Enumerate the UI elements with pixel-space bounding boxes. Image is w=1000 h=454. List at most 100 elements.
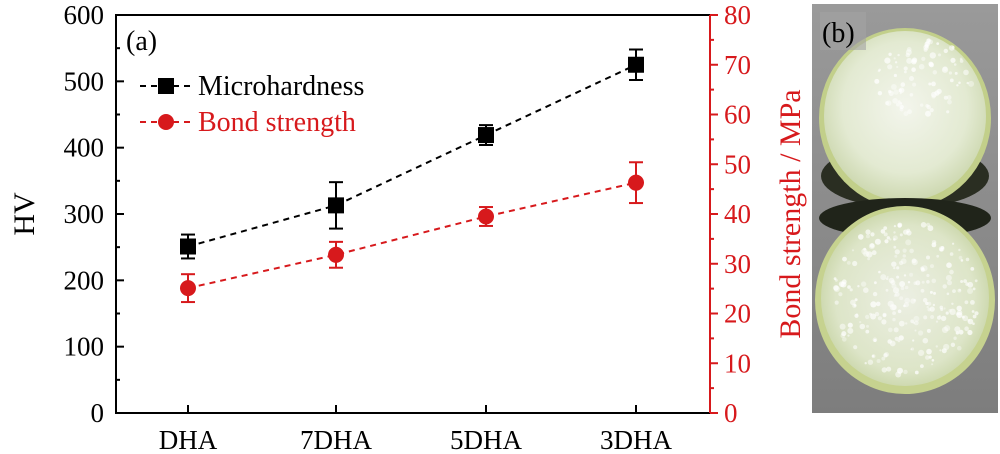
texture-dot [949,45,955,51]
texture-dot [911,259,918,266]
right-tick-label: 30 [724,249,751,279]
texture-dot [893,89,899,95]
right-tick-label: 80 [724,0,751,30]
texture-dot [943,343,950,351]
texture-dot [948,71,953,75]
right-axis-ticks: 0 10 20 30 40 50 60 70 80 [710,0,751,428]
texture-dot [931,363,934,366]
texture-dot [926,348,932,355]
texture-dot [894,336,899,341]
texture-dot [910,348,913,351]
legend-label: Microhardness [198,71,364,102]
left-tick-label: 600 [64,0,105,30]
texture-dot [890,280,896,285]
texture-dot [861,248,868,255]
texture-dot [905,322,908,325]
texture-dot [855,313,859,316]
data-point [628,56,644,73]
texture-dot [912,339,915,342]
texture-dot [878,68,881,72]
right-tick-label: 0 [724,398,738,428]
texture-dot [946,110,950,114]
texture-dot [965,257,970,262]
texture-dot [900,82,906,87]
texture-dot [914,370,919,375]
texture-dot [896,266,900,270]
texture-dot [925,104,929,108]
texture-dot [881,319,887,325]
texture-dot [869,243,875,248]
texture-dot [894,61,898,64]
texture-dot [898,260,904,266]
texture-dot [918,330,924,336]
texture-dot [892,317,896,322]
texture-dot [937,315,941,320]
texture-dot [847,334,850,337]
texture-dot [903,369,908,375]
texture-dot [899,92,902,95]
texture-dot [892,311,896,315]
texture-dot [911,67,916,72]
texture-dot [893,73,898,78]
texture-dot [926,255,930,260]
texture-dot [920,222,927,228]
texture-dot [902,254,906,258]
texture-dot [865,234,870,239]
texture-dot [940,308,944,311]
texture-dot [878,270,881,274]
texture-dot [950,57,956,63]
data-point [328,197,344,214]
texture-dot [897,309,902,314]
texture-dot [865,314,870,320]
texture-dot [850,299,856,306]
texture-dot [866,251,873,258]
texture-dot [893,231,896,234]
right-tick-label: 40 [724,199,751,229]
texture-dot [900,258,907,265]
x-tick-label: 7DHA [300,425,372,454]
texture-dot [846,261,851,265]
texture-dot [949,78,954,83]
texture-dot [941,66,949,73]
texture-dot [949,252,954,256]
texture-dot [954,326,961,333]
texture-dot [958,255,963,260]
texture-dot [833,277,837,280]
texture-dot [946,292,950,296]
photo-panel: (b) [812,4,998,413]
series-line [187,63,637,248]
texture-dot [870,232,875,237]
left-tick-label: 100 [64,332,105,362]
right-axis-title: Bond strength / MPa [774,89,807,338]
x-tick-label: 5DHA [450,425,522,454]
texture-dot [914,329,917,332]
texture-dot [911,57,918,63]
texture-dot [927,225,934,232]
texture-dot [906,47,912,52]
left-tick-label: 0 [91,398,105,428]
texture-dot [947,99,952,105]
texture-dot [951,302,954,305]
texture-dot [904,297,910,304]
texture-dot [893,245,897,249]
texture-dot [893,327,899,333]
texture-dot [847,327,854,334]
texture-dot [860,281,867,287]
left-axis-title: HV [8,192,41,236]
panel-label-a: (a) [126,26,157,57]
texture-dot [893,266,896,270]
texture-dot [891,84,897,90]
data-point [478,208,494,225]
texture-dot [910,319,915,324]
texture-dot [974,279,978,283]
texture-dot [899,102,903,105]
texture-dot [929,290,933,294]
texture-dot [863,287,869,294]
texture-dot [925,355,930,360]
texture-dot [958,288,961,292]
texture-dot [972,314,977,319]
texture-dot [896,65,899,69]
texture-dot [928,355,932,359]
texture-dot [926,328,931,333]
